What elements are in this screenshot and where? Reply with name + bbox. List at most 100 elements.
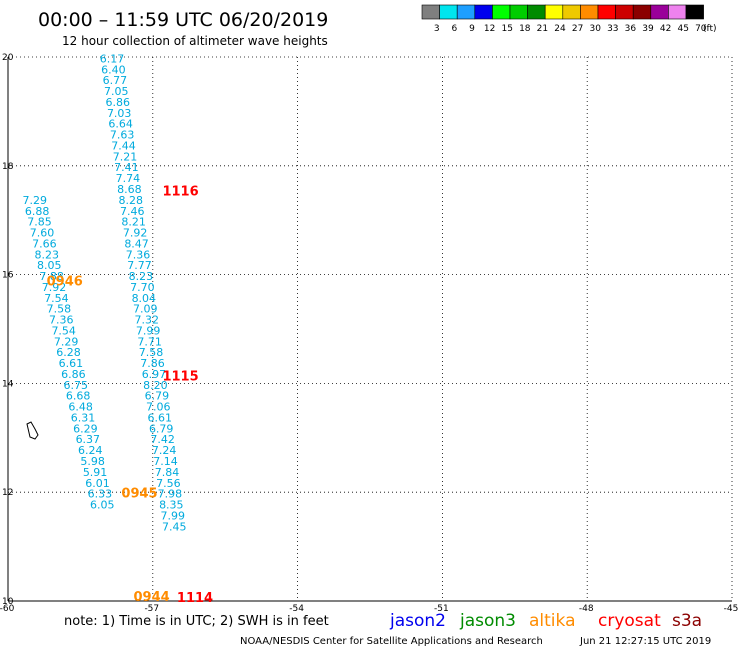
color-scale-label: 24 xyxy=(554,24,566,34)
wave-height-value: 7.86 xyxy=(140,357,165,370)
wave-height-value: 6.48 xyxy=(68,401,93,414)
color-scale-label: 6 xyxy=(452,24,458,34)
wave-height-value: 6.17 xyxy=(100,52,125,65)
wave-height-value: 7.24 xyxy=(152,444,177,457)
color-scale-label: 45 xyxy=(677,24,688,34)
y-tick-label: 16 xyxy=(2,271,14,281)
wave-height-value: 7.63 xyxy=(110,129,135,142)
chart-subtitle: 12 hour collection of altimeter wave hei… xyxy=(62,34,328,48)
wave-height-value: 6.79 xyxy=(149,422,174,435)
y-tick-label: 14 xyxy=(2,379,14,389)
wave-height-value: 7.56 xyxy=(156,477,181,490)
wave-height-value: 7.36 xyxy=(49,314,74,327)
plot-area: -60 -57 -54 -51 -48 -45 10 12 14 16 18 20 6.176.40… xyxy=(0,52,738,614)
wave-height-value: 7.71 xyxy=(137,335,162,348)
wave-height-value: 6.68 xyxy=(66,390,91,403)
x-tick-label: -54 xyxy=(289,604,304,614)
y-tick-labels: 10 12 14 16 18 20 xyxy=(2,53,14,607)
wave-height-value: 7.14 xyxy=(153,455,178,468)
satellite-legend-item: cryosat xyxy=(598,611,661,631)
wave-height-value: 6.24 xyxy=(78,444,103,457)
wave-height-value: 7.54 xyxy=(44,292,68,305)
pass-time-label: 1114 xyxy=(177,591,213,606)
wave-height-value: 7.85 xyxy=(27,216,52,229)
wave-height-value: 7.92 xyxy=(42,281,67,294)
pass-time-label: 0944 xyxy=(133,590,169,605)
x-tick-label: -57 xyxy=(144,604,159,614)
footer-credit: NOAA/NESDIS Center for Satellite Applica… xyxy=(240,636,543,647)
island-outline xyxy=(26,421,39,440)
wave-height-value: 7.42 xyxy=(150,433,175,446)
wave-height-value: 8.28 xyxy=(119,194,144,207)
wave-height-value: 7.88 xyxy=(39,270,64,283)
wave-height-value: 7.05 xyxy=(104,85,128,98)
satellite-legend-item: s3a xyxy=(672,611,702,631)
wave-height-value: 7.32 xyxy=(134,314,159,327)
grid-lines xyxy=(7,56,733,602)
wave-height-value: 7.74 xyxy=(116,172,141,185)
wave-height-value: 7.03 xyxy=(107,107,131,120)
wave-height-value: 6.64 xyxy=(108,118,133,131)
color-scale-label: 21 xyxy=(537,24,548,34)
wave-height-value: 8.04 xyxy=(132,292,157,305)
wave-height-value: 7.06 xyxy=(146,401,171,414)
y-tick-label: 18 xyxy=(2,162,14,172)
color-scale-label: 70 xyxy=(695,24,707,34)
wave-height-value: 7.29 xyxy=(22,194,47,207)
color-scale-swatch xyxy=(544,4,564,20)
color-scale-label: 27 xyxy=(572,24,583,34)
pass-time-label: 0945 xyxy=(121,487,157,502)
color-scale-label: 9 xyxy=(469,24,475,34)
wave-height-value: 7.58 xyxy=(139,346,164,359)
wave-height-value: 8.20 xyxy=(143,379,168,392)
wave-height-value: 7.21 xyxy=(113,150,138,163)
wave-height-value: 8.35 xyxy=(159,499,184,512)
wave-height-value: 7.92 xyxy=(123,227,148,240)
wave-height-value: 7.54 xyxy=(51,324,76,337)
pass-time-label: 1115 xyxy=(162,370,198,385)
wave-height-value: 6.86 xyxy=(105,96,129,109)
wave-height-value: 7.36 xyxy=(126,248,150,261)
pass-time-label: 1116 xyxy=(162,185,198,200)
color-scale-label: 3 xyxy=(434,24,440,34)
color-scale-swatch xyxy=(474,4,493,20)
wave-height-value: 7.09 xyxy=(133,303,158,316)
wave-height-value: 6.79 xyxy=(145,390,170,403)
x-tick-label: -60 xyxy=(0,604,15,614)
wave-height-value: 7.58 xyxy=(47,303,72,316)
wave-height-value: 7.70 xyxy=(130,281,155,294)
wave-height-value: 6.61 xyxy=(147,411,172,424)
color-scale-swatch xyxy=(439,4,458,20)
color-scale-swatch xyxy=(615,4,634,20)
wave-height-value: 6.40 xyxy=(101,63,126,76)
wave-height-value: 6.33 xyxy=(88,488,113,501)
pass-time-label: 0946 xyxy=(47,274,83,289)
satellite-legend-item: jason2 xyxy=(389,611,446,631)
wave-height-value: 6.77 xyxy=(103,74,128,87)
satellite-legend: jason2 jason3 altika cryosat s3a xyxy=(389,611,702,631)
y-tick-label: 12 xyxy=(2,488,13,498)
wave-height-value: 7.46 xyxy=(120,205,145,218)
wave-height-value: 6.61 xyxy=(59,357,84,370)
wave-height-value: 6.31 xyxy=(71,411,96,424)
wave-height-value: 8.47 xyxy=(124,237,148,250)
wave-height-value: 6.05 xyxy=(90,499,115,512)
color-scale-label: 39 xyxy=(642,24,654,34)
color-scale-label: 18 xyxy=(519,24,531,34)
y-tick-label: 20 xyxy=(2,53,14,63)
wave-height-value: 7.41 xyxy=(114,161,139,174)
wave-height-value: 8.68 xyxy=(117,183,142,196)
satellite-legend-item: altika xyxy=(529,611,576,631)
wave-height-value: 6.28 xyxy=(56,346,80,359)
color-scale-label: 30 xyxy=(589,24,601,34)
color-scale-label: 42 xyxy=(660,24,671,34)
color-scale-swatch xyxy=(668,4,687,20)
wave-height-value: 6.37 xyxy=(76,433,101,446)
x-tick-label: -51 xyxy=(434,604,449,614)
wave-height-value: 7.45 xyxy=(162,520,187,533)
color-scale-label: 36 xyxy=(625,24,637,34)
wave-height-value: 6.29 xyxy=(73,422,98,435)
color-scale-legend: 3 6 9 12 15 18 21 24 27 30 33 36 39 42 45 70 xyxy=(421,4,707,34)
